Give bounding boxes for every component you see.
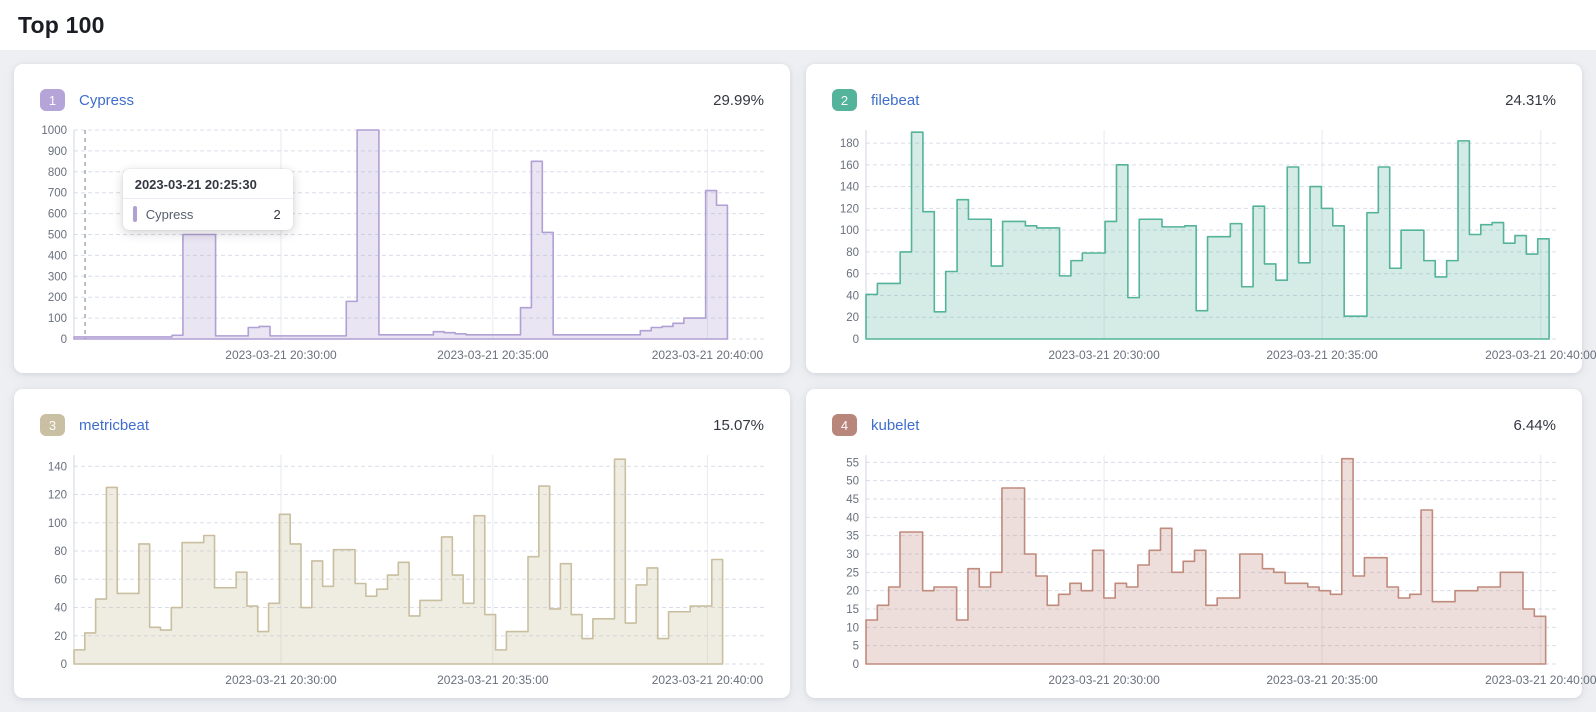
x-tick-label: 2023-03-21 20:30:00 — [225, 348, 337, 362]
y-tick-label: 20 — [846, 312, 859, 324]
y-tick-label: 10 — [846, 622, 859, 634]
y-tick-label: 160 — [840, 160, 859, 172]
chart-svg: 0 20 40 60 80 100 120 140 2023-03-21 20:30:00 202… — [48, 455, 764, 687]
y-tick-label: 80 — [846, 247, 859, 259]
chart-canvas-metricbeat[interactable]: 0 20 40 60 80 100 120 140 2023-03-21 20:30:00 202… — [26, 447, 770, 692]
tooltip-series-swatch — [132, 206, 137, 222]
tooltip-row: Cypress 2 — [123, 199, 293, 230]
y-tick-label: 0 — [61, 334, 67, 346]
tooltip-series-label: Cypress — [145, 206, 194, 222]
y-tick-label: 180 — [840, 138, 859, 150]
y-tick-label: 20 — [54, 631, 67, 643]
y-tick-label: 60 — [846, 269, 859, 281]
chart-svg: 0 100 200 300 400 500 600 700 800 900 1000 2023-03-… — [41, 125, 764, 362]
area-series — [865, 131, 1550, 340]
service-link-cypress[interactable]: Cypress — [79, 91, 135, 109]
chart-svg: 0 20 40 60 80 100 120 140 160 180 2023-03-21 20:30… — [840, 130, 1596, 362]
service-link-filebeat[interactable]: filebeat — [871, 91, 920, 109]
y-tick-label: 200 — [48, 292, 67, 304]
y-tick-label: 25 — [846, 567, 859, 579]
y-tick-label: 30 — [846, 549, 859, 561]
y-tick-label: 35 — [846, 531, 859, 543]
y-tick-label: 80 — [54, 546, 67, 558]
percent-value: 24.31% — [1505, 91, 1556, 109]
card-header: 2 filebeat 24.31% — [806, 64, 1582, 111]
y-tick-label: 140 — [840, 182, 859, 194]
card-header: 4 kubelet 6.44% — [806, 389, 1582, 436]
y-tick-label: 0 — [61, 659, 67, 671]
y-tick-label: 100 — [48, 313, 67, 325]
tooltip-time: 2023-03-21 20:25:30 — [122, 169, 293, 199]
tooltip-series-value: 2 — [273, 206, 281, 222]
chart-area: 0 20 40 60 80 100 120 140 2023-03-21 20:30:00 202… — [26, 447, 770, 692]
x-tick-label: 2023-03-21 20:30:00 — [1048, 348, 1160, 362]
chart-area: 0 20 40 60 80 100 120 140 160 180 2023-03-21 20:30… — [818, 122, 1596, 367]
y-tick-label: 15 — [846, 604, 859, 616]
service-link-metricbeat[interactable]: metricbeat — [79, 416, 150, 434]
x-tick-label: 2023-03-21 20:35:00 — [1266, 673, 1378, 687]
y-tick-label: 40 — [846, 290, 859, 302]
area-series — [73, 129, 729, 340]
rank-badge: 2 — [832, 89, 857, 111]
y-tick-label: 120 — [48, 490, 67, 502]
x-tick-label: 2023-03-21 20:35:00 — [437, 348, 549, 362]
y-tick-label: 300 — [48, 271, 67, 283]
y-tick-label: 900 — [48, 146, 67, 158]
y-tick-label: 100 — [48, 518, 67, 530]
y-tick-label: 120 — [840, 203, 859, 215]
y-tick-label: 40 — [846, 512, 859, 524]
y-tick-label: 0 — [853, 659, 859, 671]
y-tick-label: 40 — [54, 603, 67, 615]
rank-card-metricbeat: 3 metricbeat 15.07% 0 20 40 60 80 100 120 140 20… — [14, 389, 790, 698]
y-tick-label: 140 — [48, 461, 67, 473]
percent-value: 15.07% — [713, 416, 764, 434]
area-series — [865, 457, 1547, 665]
chart-area: 0 100 200 300 400 500 600 700 800 900 1000 2023-03-… — [26, 122, 770, 367]
x-tick-label: 2023-03-21 20:40:00 — [652, 673, 764, 687]
x-tick-label: 2023-03-21 20:30:00 — [225, 673, 337, 687]
y-tick-label: 100 — [840, 225, 859, 237]
y-tick-label: 55 — [846, 457, 859, 469]
rank-card-cypress: 1 Cypress 29.99% 0 100 200 300 400 500 600 700 8… — [14, 64, 790, 373]
y-tick-label: 5 — [853, 641, 859, 653]
card-header: 3 metricbeat 15.07% — [14, 389, 790, 436]
x-tick-label: 2023-03-21 20:40:00 — [652, 348, 764, 362]
y-tick-label: 700 — [48, 188, 67, 200]
x-tick-label: 2023-03-21 20:35:00 — [1266, 348, 1378, 362]
page-title: Top 100 — [18, 12, 105, 38]
y-tick-label: 600 — [48, 209, 67, 221]
y-tick-label: 50 — [846, 476, 859, 488]
x-tick-label: 2023-03-21 20:40:00 — [1485, 673, 1596, 687]
chart-tooltip: 2023-03-21 20:25:30 Cypress 2 — [122, 169, 293, 230]
x-tick-label: 2023-03-21 20:35:00 — [437, 673, 549, 687]
y-tick-label: 45 — [846, 494, 859, 506]
service-link-kubelet[interactable]: kubelet — [871, 416, 920, 434]
percent-value: 29.99% — [713, 91, 764, 109]
y-tick-label: 500 — [48, 230, 67, 242]
y-tick-label: 20 — [846, 586, 859, 598]
chart-canvas-kubelet[interactable]: 0 5 10 15 20 25 30 35 40 45 50 55 2023-03-21 20:30:0… — [818, 447, 1596, 692]
chart-area: 0 5 10 15 20 25 30 35 40 45 50 55 2023-03-21 20:30:0… — [818, 447, 1596, 692]
rank-badge: 3 — [40, 414, 65, 436]
percent-value: 6.44% — [1513, 416, 1556, 434]
y-tick-label: 60 — [54, 574, 67, 586]
card-header: 1 Cypress 29.99% — [14, 64, 790, 111]
area-series — [73, 458, 724, 665]
rank-badge: 1 — [40, 89, 65, 111]
rank-card-kubelet: 4 kubelet 6.44% 0 5 10 15 20 25 30 35 40 45 50 55 20… — [806, 389, 1596, 698]
x-tick-label: 2023-03-21 20:30:00 — [1048, 673, 1160, 687]
y-tick-label: 0 — [853, 334, 859, 346]
chart-canvas-cypress[interactable]: 0 100 200 300 400 500 600 700 800 900 1000 2023-03-… — [26, 122, 770, 367]
dashboard-grid: 1 Cypress 29.99% 0 100 200 300 400 500 600 700 8… — [0, 50, 1596, 712]
rank-card-filebeat: 2 filebeat 24.31% 0 20 40 60 80 100 120 140 160 1… — [806, 64, 1596, 373]
y-tick-label: 800 — [48, 167, 67, 179]
y-tick-label: 400 — [48, 250, 67, 262]
x-tick-label: 2023-03-21 20:40:00 — [1485, 348, 1596, 362]
rank-badge: 4 — [832, 414, 857, 436]
chart-svg: 0 5 10 15 20 25 30 35 40 45 50 55 2023-03-21 20:30:0… — [846, 455, 1596, 687]
chart-canvas-filebeat[interactable]: 0 20 40 60 80 100 120 140 160 180 2023-03-21 20:30… — [818, 122, 1596, 367]
y-tick-label: 1000 — [41, 125, 67, 137]
